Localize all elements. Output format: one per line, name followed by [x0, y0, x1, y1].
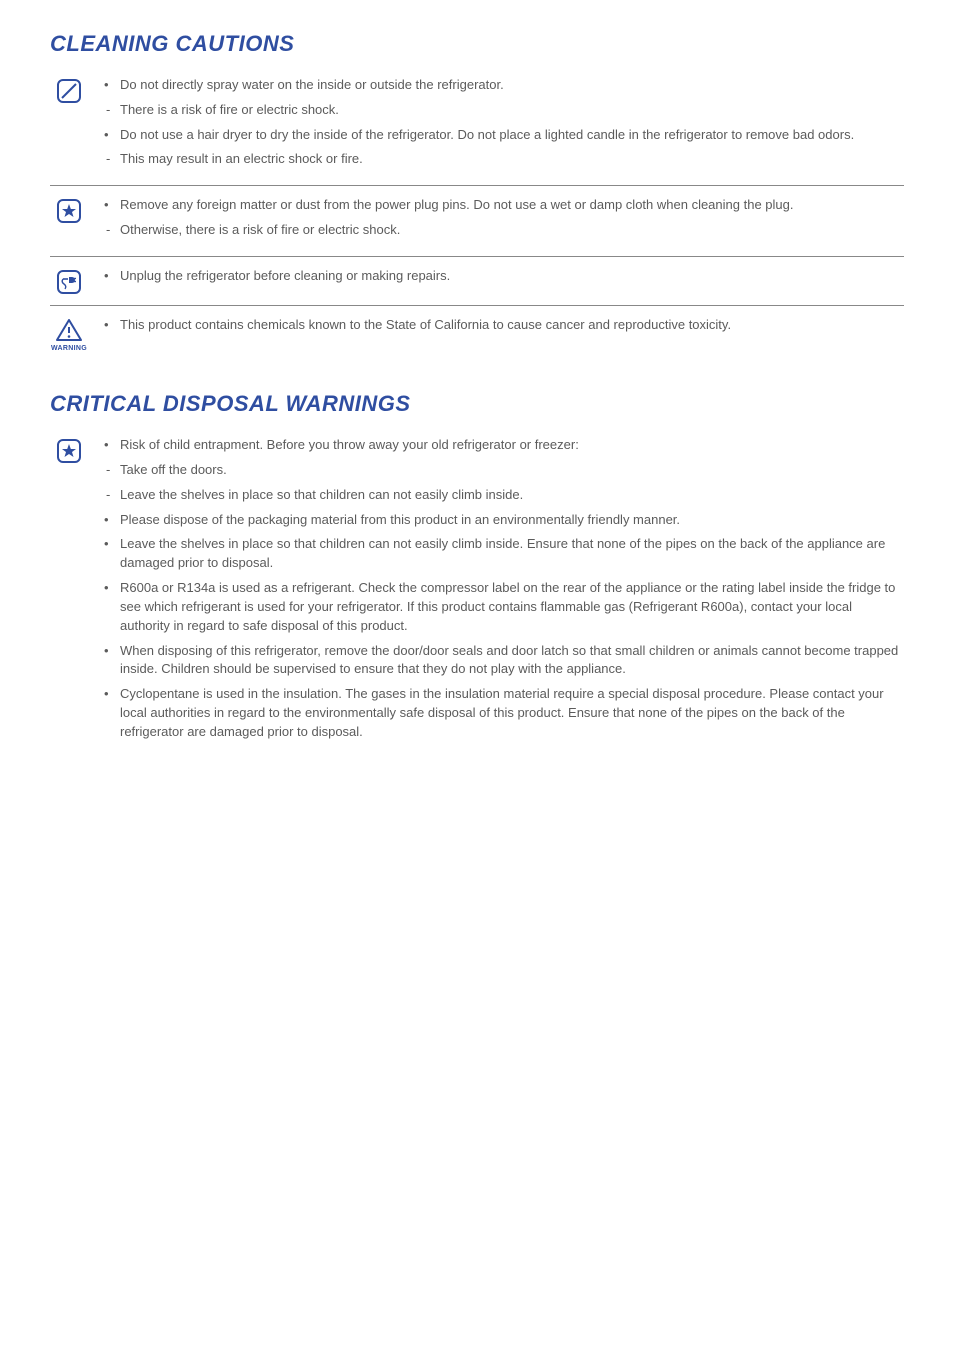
list-item: Do not use a hair dryer to dry the insid…	[102, 126, 904, 145]
section-cleaning-cautions: CLEANING CAUTIONS Do not directly spray …	[50, 28, 904, 360]
list-item: Do not directly spray water on the insid…	[102, 76, 904, 95]
list-item: Otherwise, there is a risk of fire or el…	[102, 221, 904, 240]
list-item: There is a risk of fire or electric shoc…	[102, 101, 904, 120]
list-item: When disposing of this refrigerator, rem…	[102, 642, 904, 680]
star-icon	[50, 196, 88, 224]
prohibit-icon	[50, 76, 88, 104]
warning-label: WARNING	[51, 344, 87, 354]
caution-block: Remove any foreign matter or dust from t…	[50, 190, 904, 252]
warning-icon: WARNING	[50, 316, 88, 354]
divider	[50, 185, 904, 186]
caution-block: Do not directly spray water on the insid…	[50, 70, 904, 181]
divider	[50, 305, 904, 306]
list-item: This product contains chemicals known to…	[102, 316, 904, 335]
list-item: Leave the shelves in place so that child…	[102, 486, 904, 505]
list-item: Take off the doors.	[102, 461, 904, 480]
section-title: CRITICAL DISPOSAL WARNINGS	[50, 388, 904, 420]
list-item: Remove any foreign matter or dust from t…	[102, 196, 904, 215]
content: Remove any foreign matter or dust from t…	[102, 196, 904, 246]
unplug-icon	[50, 267, 88, 295]
divider	[50, 256, 904, 257]
content: Unplug the refrigerator before cleaning …	[102, 267, 904, 292]
list-item: Unplug the refrigerator before cleaning …	[102, 267, 904, 286]
content: Do not directly spray water on the insid…	[102, 76, 904, 175]
section-title: CLEANING CAUTIONS	[50, 28, 904, 60]
list-item: Please dispose of the packaging material…	[102, 511, 904, 530]
warning-block: Risk of child entrapment. Before you thr…	[50, 430, 904, 754]
caution-block: Unplug the refrigerator before cleaning …	[50, 261, 904, 301]
list-item: Leave the shelves in place so that child…	[102, 535, 904, 573]
star-icon	[50, 436, 88, 464]
content: Risk of child entrapment. Before you thr…	[102, 436, 904, 748]
list-item: R600a or R134a is used as a refrigerant.…	[102, 579, 904, 636]
list-item: Cyclopentane is used in the insulation. …	[102, 685, 904, 742]
list-item: This may result in an electric shock or …	[102, 150, 904, 169]
caution-block: WARNING This product contains chemicals …	[50, 310, 904, 360]
content: This product contains chemicals known to…	[102, 316, 904, 341]
section-disposal-warnings: CRITICAL DISPOSAL WARNINGS Risk of child…	[50, 388, 904, 754]
list-item: Risk of child entrapment. Before you thr…	[102, 436, 904, 455]
